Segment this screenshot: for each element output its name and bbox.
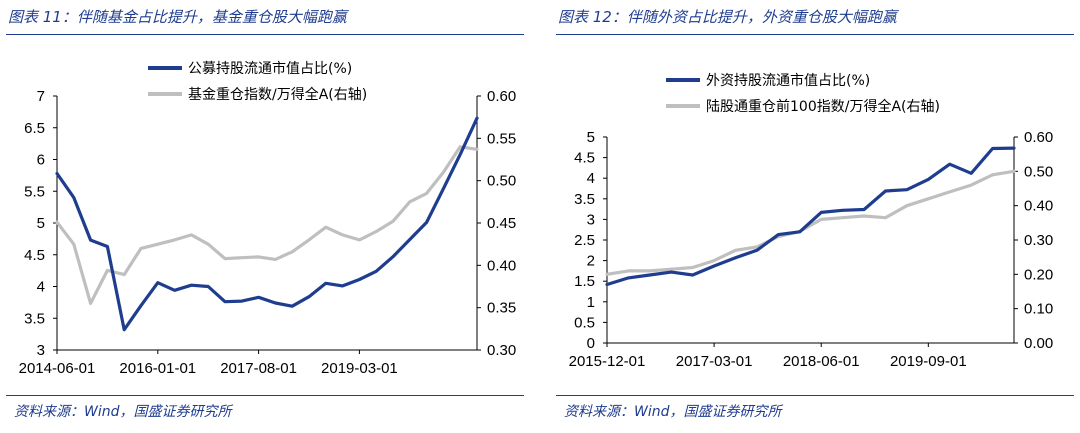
series-line-relative-index — [605, 169, 1016, 276]
x-tick-label: 2015-12-01 — [569, 353, 646, 370]
left-y-tick-label: 2 — [587, 253, 595, 270]
legend-label: 陆股通重仓前100指数/万得全A(右轴) — [706, 98, 940, 115]
legend-label: 公募持股流通市值占比(%) — [188, 60, 352, 77]
figure-11-bottom-rule — [6, 395, 524, 396]
figure-11-top-rule — [6, 34, 524, 35]
left-y-tick-label: 6.5 — [24, 120, 45, 137]
figure-12-title: 图表 12：伴随外资占比提升，外资重仓股大幅跑赢 — [558, 8, 897, 26]
right-y-tick-label: 0.10 — [1024, 301, 1053, 318]
x-tick-label: 2017-03-01 — [676, 353, 753, 370]
legend-label: 基金重仓指数/万得全A(右轴) — [188, 86, 367, 103]
legend-label: 外资持股流通市值占比(%) — [706, 72, 870, 89]
left-y-tick-label: 3 — [587, 211, 595, 228]
left-y-tick-label: 2.5 — [574, 232, 595, 249]
right-y-tick-label: 0.55 — [487, 130, 516, 147]
left-y-tick-label: 1.5 — [574, 273, 595, 290]
right-y-tick-label: 0.30 — [487, 342, 516, 359]
series-line-relative-index — [55, 145, 479, 305]
figure-12-bottom-rule — [556, 395, 1074, 396]
left-y-tick-label: 5 — [37, 215, 45, 232]
left-y-tick-label: 0 — [587, 335, 595, 352]
left-y-tick-label: 0.5 — [574, 314, 595, 331]
right-y-tick-label: 0.30 — [1024, 232, 1053, 249]
right-y-tick-label: 0.50 — [487, 173, 516, 190]
left-y-tick-label: 4.5 — [24, 247, 45, 264]
right-y-tick-label: 0.45 — [487, 215, 516, 232]
figure-11-chart: 3 3.5 4 4.5 5 5.5 6 6.5 7 0.30 0.35 0.40 0.45 0.50 0.5… — [19, 60, 517, 377]
right-y-tick-label: 0.50 — [1024, 163, 1053, 180]
figure-11-panel: 图表 11：伴随基金占比提升，基金重仓股大幅跑赢 3 3.5 4 4.5 5 5.5 6 6.… — [0, 0, 530, 433]
right-y-tick-label: 0.00 — [1024, 335, 1053, 352]
figure-11-title: 图表 11：伴随基金占比提升，基金重仓股大幅跑赢 — [8, 8, 347, 26]
series-line-holding-share — [55, 116, 479, 332]
right-y-tick-label: 0.40 — [1024, 198, 1053, 215]
right-y-tick-label: 0.35 — [487, 300, 516, 317]
figure-12-chart: 0 0.5 1 1.5 2 2.5 3 3.5 4 4.5 5 0.00 0.10 0.20 0.30 0.4… — [569, 72, 1054, 370]
figure-12-top-rule — [556, 34, 1074, 35]
left-y-tick-label: 3.5 — [574, 191, 595, 208]
figure-12-panel: 图表 12：伴随外资占比提升，外资重仓股大幅跑赢 0 0.5 1 1.5 2 2.5 3 3.… — [550, 0, 1080, 433]
figure-12-source: 资料来源：Wind，国盛证券研究所 — [564, 404, 782, 420]
x-tick-label: 2018-06-01 — [783, 353, 860, 370]
left-y-tick-label: 4 — [37, 279, 45, 296]
left-y-tick-label: 3 — [37, 342, 45, 359]
right-y-tick-label: 0.60 — [1024, 129, 1053, 146]
left-y-tick-label: 3.5 — [24, 310, 45, 327]
right-y-tick-label: 0.20 — [1024, 266, 1053, 283]
x-tick-label: 2019-09-01 — [890, 353, 967, 370]
left-y-tick-label: 5 — [587, 129, 595, 146]
left-y-tick-label: 1 — [587, 294, 595, 311]
left-y-tick-label: 7 — [37, 88, 45, 105]
x-tick-label: 2016-01-01 — [119, 360, 196, 377]
left-y-tick-label: 4.5 — [574, 150, 595, 167]
x-tick-label: 2014-06-01 — [19, 360, 96, 377]
series-line-holding-share — [605, 146, 1016, 287]
figure-11-source: 资料来源：Wind，国盛证券研究所 — [14, 404, 232, 420]
left-y-tick-label: 4 — [587, 170, 595, 187]
left-y-tick-label: 6 — [37, 152, 45, 169]
x-tick-label: 2019-03-01 — [321, 360, 398, 377]
right-y-tick-label: 0.40 — [487, 257, 516, 274]
right-y-tick-label: 0.60 — [487, 88, 516, 105]
left-y-tick-label: 5.5 — [24, 183, 45, 200]
x-tick-label: 2017-08-01 — [220, 360, 297, 377]
